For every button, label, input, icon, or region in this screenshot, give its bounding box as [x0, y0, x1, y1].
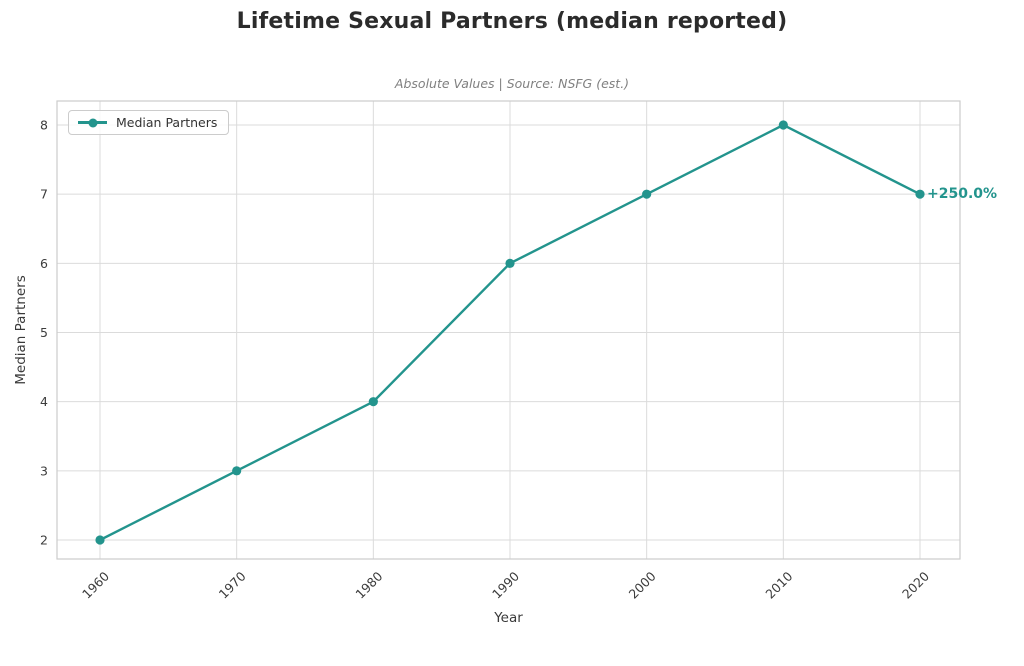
legend-dot-icon — [88, 118, 97, 127]
x-tick-label: 1980 — [352, 568, 385, 601]
y-tick-label: 4 — [40, 394, 48, 409]
x-tick-label: 2000 — [626, 568, 659, 601]
data-point — [642, 189, 652, 199]
legend-line-marker-icon — [78, 118, 107, 127]
legend-label: Median Partners — [116, 115, 218, 130]
data-point — [915, 189, 925, 199]
x-tick-label: 1960 — [79, 568, 112, 601]
chart-subtitle: Absolute Values | Source: NSFG (est.) — [394, 76, 630, 91]
y-tick-label: 8 — [40, 118, 48, 133]
y-tick-label: 2 — [40, 533, 48, 548]
x-tick-label: 1990 — [489, 568, 522, 601]
y-tick-label: 3 — [40, 463, 48, 478]
x-tick-label: 2010 — [762, 568, 795, 601]
chart-title: Lifetime Sexual Partners (median reporte… — [236, 9, 788, 34]
y-axis-label: Median Partners — [13, 275, 29, 385]
x-tick-label: 1970 — [216, 568, 249, 601]
legend: Median Partners — [68, 110, 230, 135]
data-point — [368, 397, 378, 407]
data-point — [778, 120, 788, 130]
plot-frame — [56, 100, 961, 560]
pct-change-annotation: +250.0% — [927, 185, 998, 202]
data-point — [505, 258, 515, 268]
y-tick-label: 7 — [40, 187, 48, 202]
data-point — [95, 535, 105, 545]
y-tick-label: 6 — [40, 256, 48, 271]
x-axis-label: Year — [494, 610, 523, 626]
x-tick-label: 2020 — [899, 568, 932, 601]
y-tick-label: 5 — [40, 325, 48, 340]
data-point — [232, 466, 242, 476]
